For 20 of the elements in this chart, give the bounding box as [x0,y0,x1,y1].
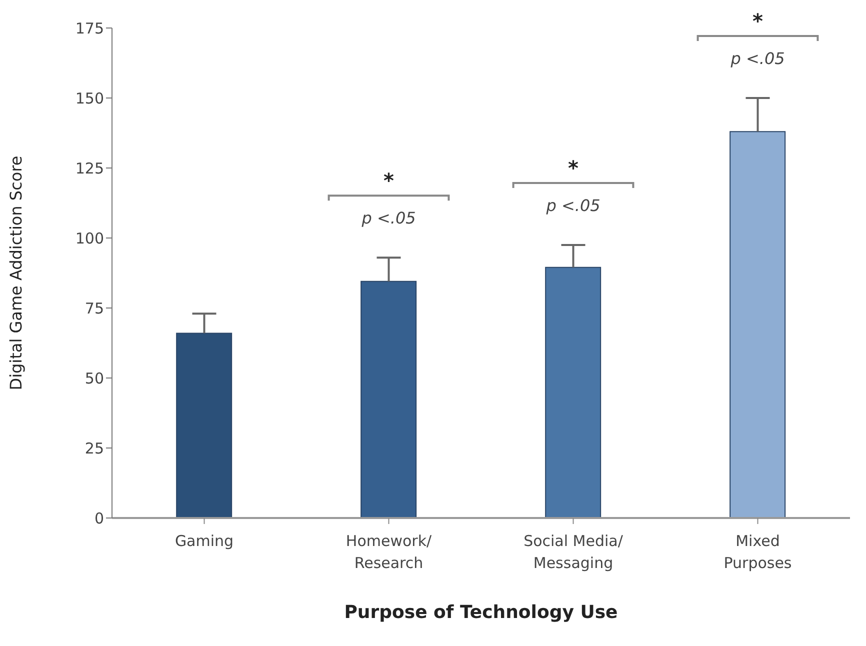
y-tick-label: 100 [75,229,104,248]
y-tick-label: 50 [84,369,104,388]
annotation: * [752,9,764,33]
y-tick-label: 75 [84,299,104,318]
annotation: p <.05 [360,208,416,228]
annotation: p <.05 [730,49,785,68]
x-tick-label: Social Media/ Messaging [524,532,624,572]
y-tick-label: 0 [94,509,104,528]
annotation: p <.05 [545,196,600,215]
y-tick-label: 150 [75,89,104,108]
x-tick-label: Gaming [174,532,234,550]
x-axis-title: Purpose of Technology Use [344,602,618,623]
annotation: * [568,156,580,180]
y-tick-label: 25 [84,439,104,458]
x-tick-label: Homework/ Research [346,532,433,572]
y-tick-label: 175 [75,19,104,38]
y-axis-title: Digital Game Addiction Score [6,156,26,390]
annotation: * [384,168,395,193]
y-tick-label: 125 [75,159,104,178]
x-tick-label: Mixed Purposes [724,532,792,572]
